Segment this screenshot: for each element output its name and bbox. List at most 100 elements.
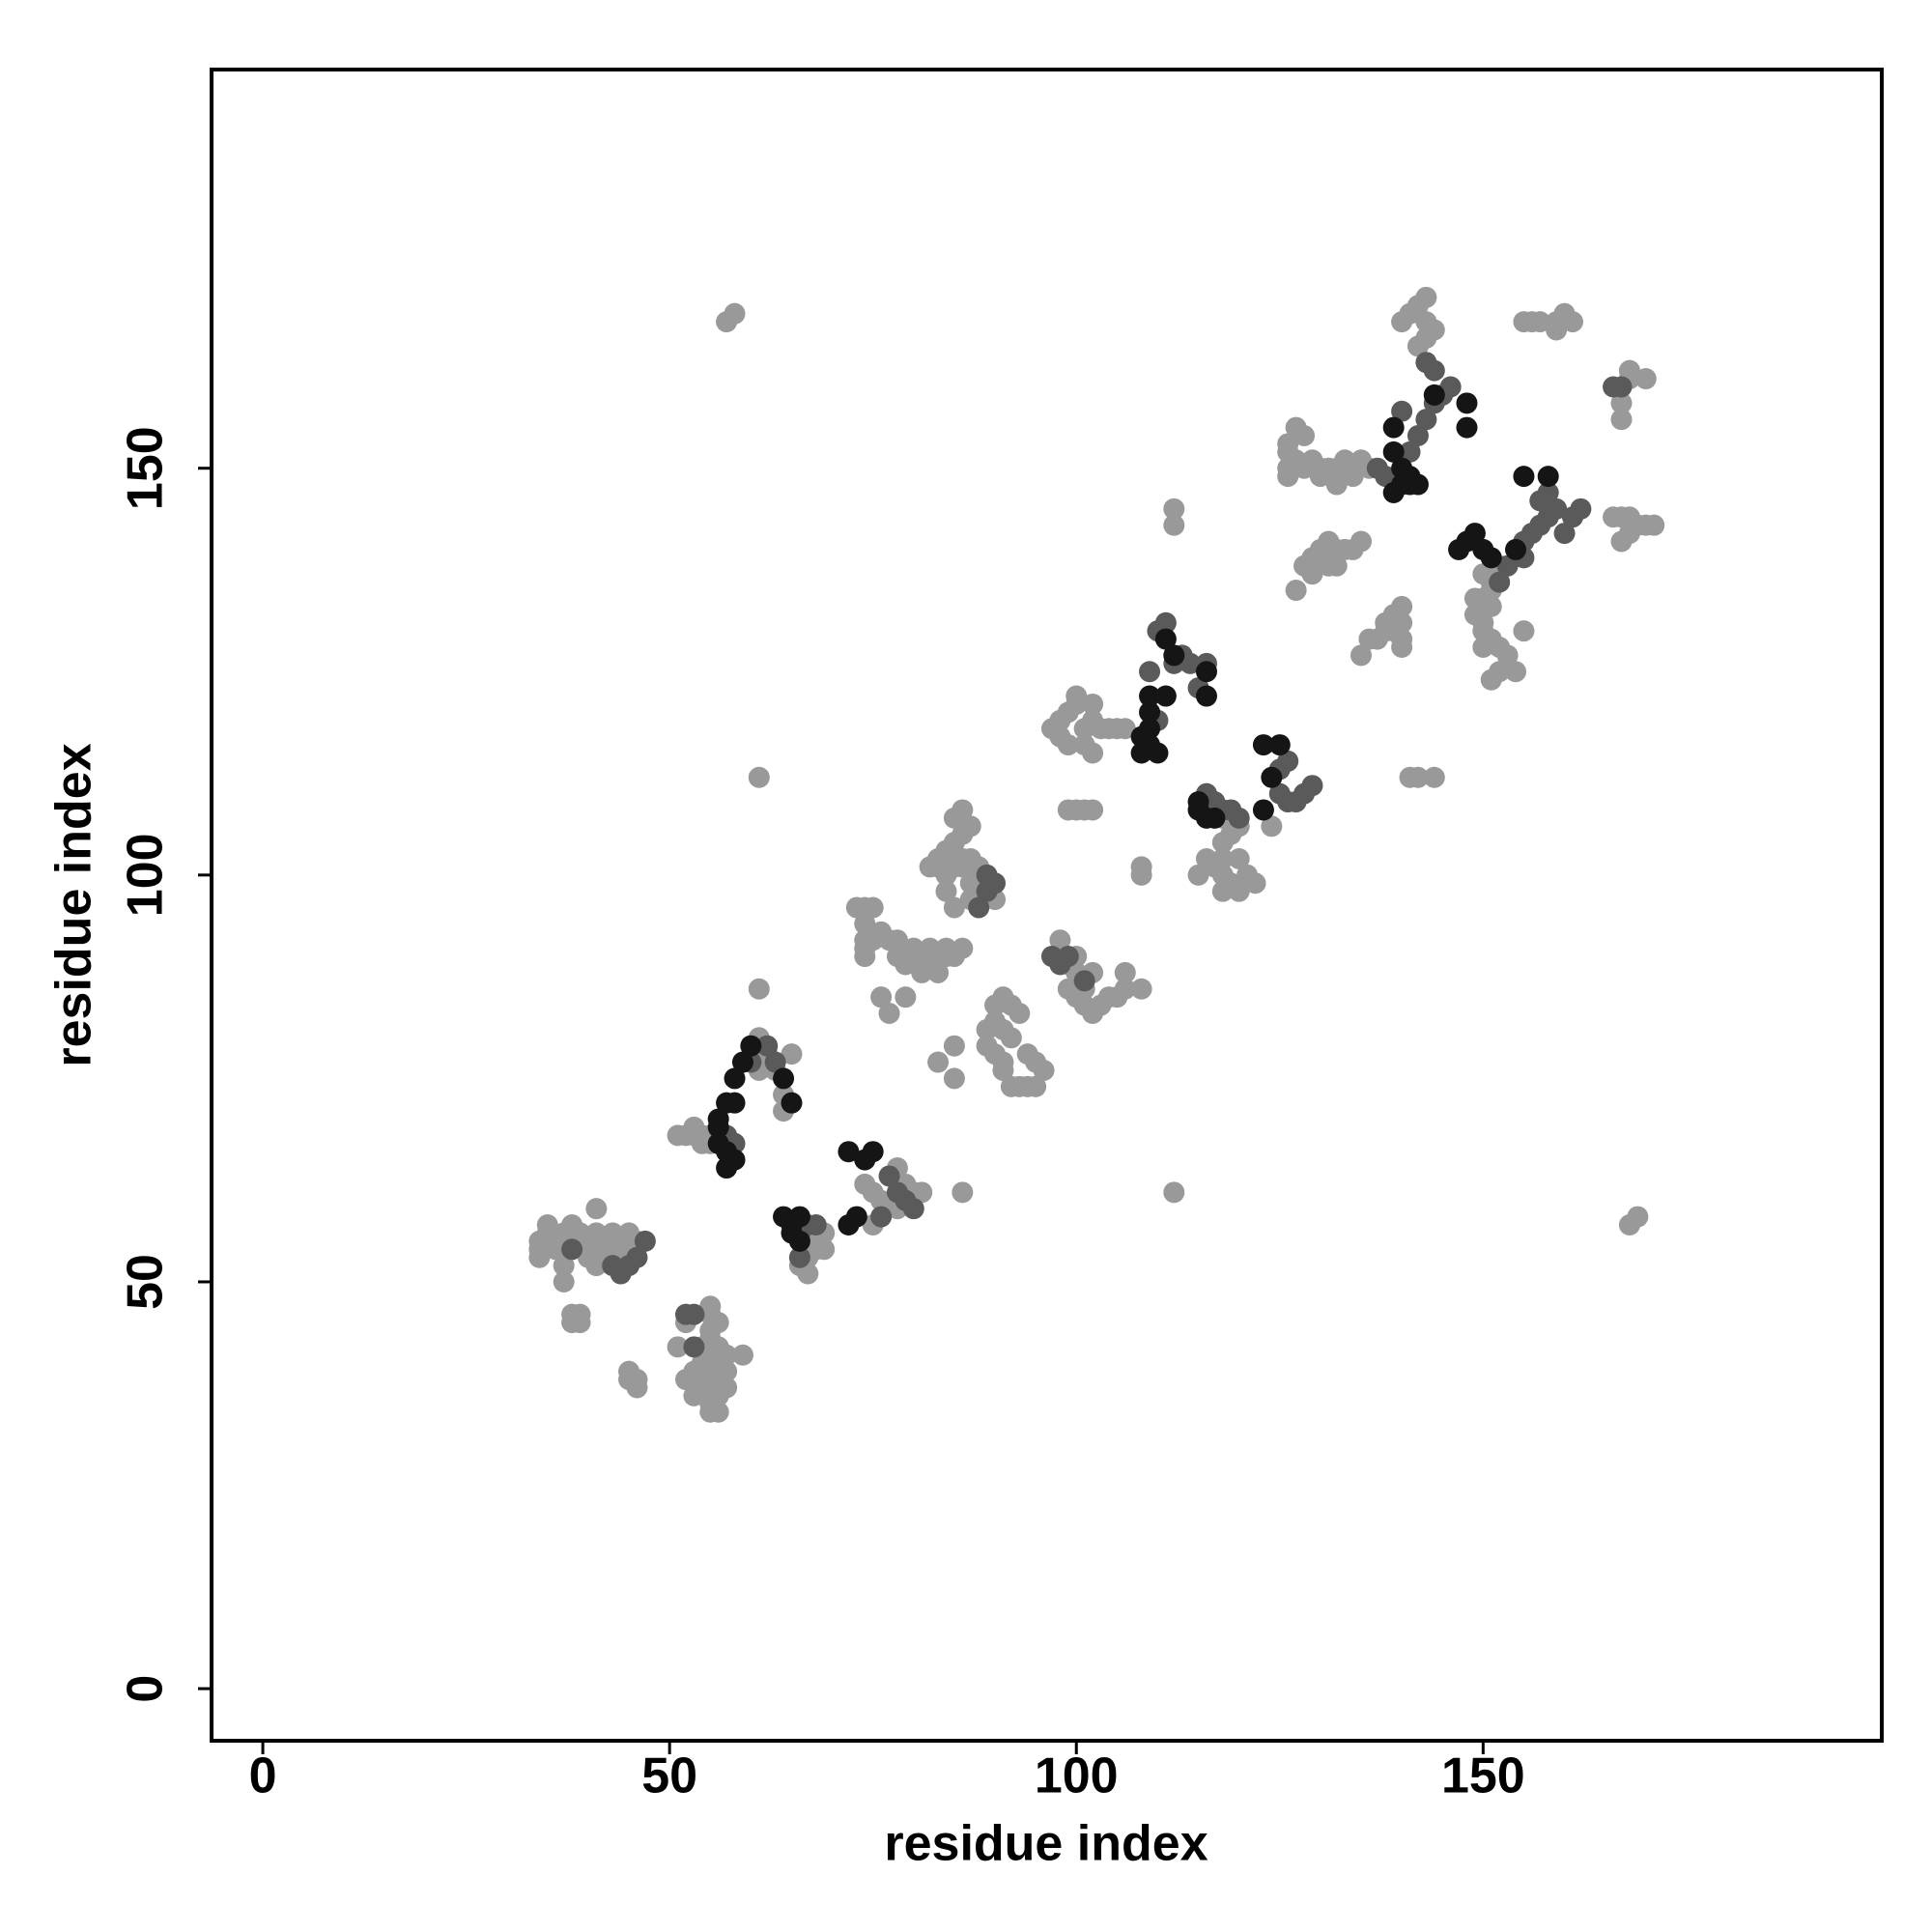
point — [1643, 514, 1665, 536]
point — [1456, 392, 1478, 414]
point — [902, 1198, 924, 1220]
point — [878, 1003, 900, 1025]
point — [716, 1377, 738, 1399]
point — [1480, 595, 1502, 617]
point — [902, 937, 924, 959]
point — [1163, 1181, 1185, 1204]
point — [1406, 425, 1429, 447]
point — [1228, 807, 1250, 829]
point — [1439, 376, 1462, 398]
point — [716, 1360, 738, 1382]
x-axis-title: residue index — [884, 1816, 1208, 1872]
point — [1489, 571, 1511, 593]
point — [1009, 1003, 1031, 1025]
point — [1114, 978, 1136, 1000]
point — [1130, 978, 1152, 1000]
point — [1480, 668, 1502, 691]
point — [788, 1230, 810, 1252]
point — [634, 1230, 656, 1252]
point — [1546, 319, 1568, 341]
point — [1114, 961, 1136, 983]
point — [1350, 644, 1373, 667]
point — [959, 815, 981, 838]
point — [602, 1222, 624, 1244]
point — [1154, 628, 1177, 650]
point — [1016, 1043, 1038, 1065]
point — [707, 1108, 729, 1130]
point — [1399, 440, 1421, 463]
point — [1325, 554, 1348, 577]
point — [1342, 466, 1364, 488]
point — [528, 1246, 551, 1268]
x-tick-label: 0 — [249, 1748, 277, 1804]
x-tick-label: 100 — [1035, 1748, 1119, 1804]
point — [911, 961, 933, 983]
point — [1496, 554, 1519, 577]
point — [610, 1238, 632, 1261]
point — [748, 766, 770, 788]
point — [561, 1214, 583, 1236]
point — [788, 1206, 810, 1228]
point — [1406, 335, 1429, 357]
point — [1610, 409, 1633, 431]
point — [992, 1018, 1014, 1040]
point — [585, 1255, 608, 1277]
y-tick-label: 0 — [118, 1675, 174, 1703]
point — [569, 1312, 591, 1334]
point — [797, 1263, 819, 1285]
point — [1423, 384, 1445, 406]
point — [1179, 652, 1202, 674]
point — [545, 1238, 567, 1261]
point — [731, 1344, 753, 1366]
point — [1610, 530, 1633, 553]
point — [1382, 440, 1405, 463]
point — [724, 1067, 746, 1090]
point — [870, 1206, 893, 1228]
point — [1261, 815, 1283, 838]
point — [1448, 538, 1470, 560]
point — [724, 1092, 746, 1114]
point — [683, 1303, 705, 1325]
point — [1406, 473, 1429, 496]
point — [610, 1263, 632, 1285]
point — [1025, 1075, 1047, 1097]
y-tick-label: 150 — [118, 426, 174, 510]
point — [919, 937, 941, 959]
point — [683, 1116, 705, 1138]
point — [1375, 466, 1397, 488]
point — [585, 1198, 608, 1220]
point — [1277, 440, 1299, 463]
plot-frame — [210, 68, 1884, 1743]
point — [1277, 466, 1299, 488]
point — [845, 1206, 867, 1228]
point — [1277, 750, 1299, 772]
point — [781, 1092, 803, 1114]
point — [756, 1035, 779, 1057]
point — [1228, 880, 1250, 902]
point — [707, 1401, 729, 1423]
point — [862, 1141, 884, 1163]
point — [553, 1255, 575, 1277]
point — [1163, 497, 1185, 520]
point — [1195, 661, 1217, 683]
point — [1261, 766, 1283, 788]
x-tick-label: 150 — [1441, 1748, 1525, 1804]
point — [1480, 547, 1502, 569]
point — [935, 937, 957, 959]
point — [943, 896, 965, 919]
point — [1195, 685, 1217, 707]
point — [1139, 718, 1161, 740]
point — [618, 1222, 640, 1244]
point — [1114, 718, 1136, 740]
point — [561, 1238, 583, 1261]
point — [1537, 481, 1559, 503]
point — [1285, 580, 1307, 602]
point — [838, 1141, 860, 1163]
point — [707, 1312, 729, 1334]
point — [976, 1018, 998, 1040]
point — [536, 1214, 558, 1236]
point — [740, 1035, 762, 1057]
point — [748, 978, 770, 1000]
point — [1187, 791, 1209, 813]
point — [1082, 742, 1104, 764]
